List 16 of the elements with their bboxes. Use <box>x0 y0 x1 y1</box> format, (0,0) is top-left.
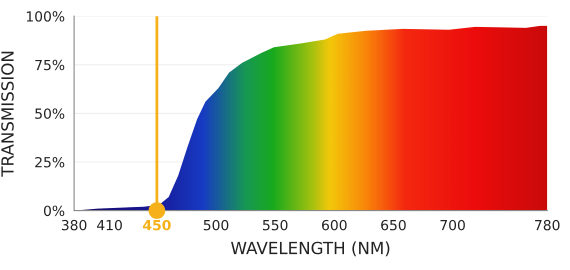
x-tick-label: 700 <box>440 220 465 230</box>
x-tick-label: 450 <box>143 220 171 230</box>
x-tick-label: 380 <box>62 220 86 230</box>
y-tick-label: 0% <box>44 206 64 216</box>
x-tick-label: 550 <box>262 220 288 230</box>
y-axis-title: TRANSMISSION <box>1 52 14 177</box>
y-tick-label: 100% <box>26 11 64 22</box>
x-tick-label: 650 <box>381 220 406 230</box>
y-tick-label: 25% <box>35 156 64 168</box>
x-tick-label: 410 <box>97 220 122 230</box>
y-tick-label: 50% <box>35 108 64 119</box>
x-axis-title: WAVELENGTH (NM) <box>231 241 390 256</box>
x-tick-label: 500 <box>204 220 228 230</box>
y-tick-label: 75% <box>35 60 64 70</box>
x-tick-label: 780 <box>535 220 560 230</box>
x-tick-label: 600 <box>322 220 347 230</box>
